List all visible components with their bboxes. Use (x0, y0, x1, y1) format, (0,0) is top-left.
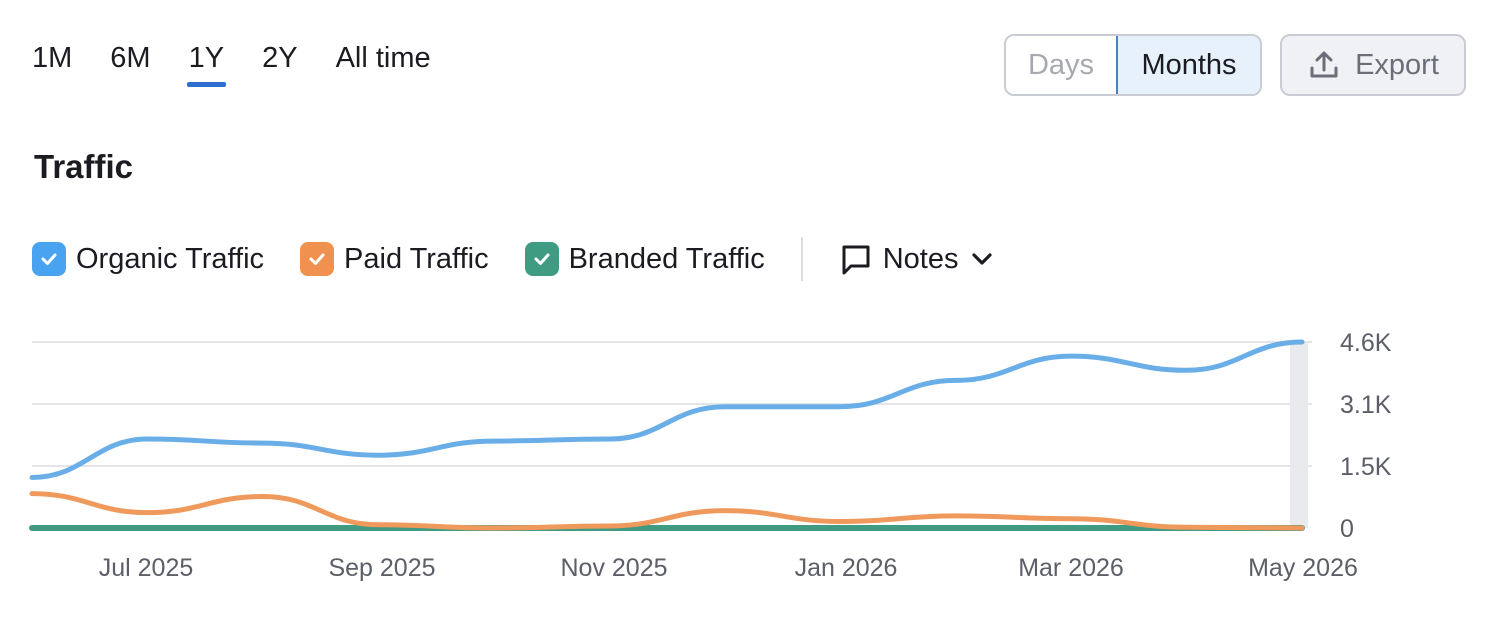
chevron-down-icon (971, 253, 992, 265)
check-icon (309, 253, 325, 265)
chart-title: Traffic (34, 148, 134, 185)
x-tick-label: Mar 2026 (1018, 554, 1124, 582)
y-tick-label: 3.1K (1340, 391, 1392, 419)
export-button[interactable]: Export (1280, 34, 1466, 96)
x-tick-label: Nov 2025 (560, 554, 667, 582)
legend-item-organic[interactable]: Organic Traffic (32, 242, 264, 276)
legend-item-paid[interactable]: Paid Traffic (300, 242, 489, 276)
x-tick-label: Sep 2025 (328, 554, 435, 582)
months-button[interactable]: Months (1116, 36, 1260, 94)
check-icon (41, 253, 57, 265)
checkbox-branded[interactable] (524, 242, 559, 276)
checkbox-organic[interactable] (32, 242, 66, 276)
comment-icon (842, 245, 870, 275)
notes-dropdown[interactable]: Notes (839, 242, 995, 276)
y-tick-label: 4.6K (1340, 329, 1392, 357)
y-tick-label: 1.5K (1340, 453, 1392, 481)
export-label: Export (1355, 48, 1439, 81)
legend-label-paid: Paid Traffic (344, 242, 489, 275)
series-line-organic-traffic (29, 339, 1305, 480)
legend-divider (800, 237, 803, 281)
days-button[interactable]: Days (1027, 48, 1095, 81)
y-tick-label: 0 (1340, 515, 1354, 543)
notes-label: Notes (882, 242, 959, 275)
checkbox-paid[interactable] (300, 242, 335, 276)
period-tab-all-time[interactable]: All time (335, 42, 431, 74)
upload-icon (1310, 51, 1338, 78)
granularity-toggle: Days Months (1004, 34, 1262, 96)
check-icon (534, 253, 550, 265)
period-tabs: 1M 6M 1Y 2Y All time (32, 44, 469, 87)
x-tick-label: Jul 2025 (99, 554, 194, 582)
period-tab-2y[interactable]: 2Y (262, 42, 298, 74)
legend-label-branded: Branded Traffic (568, 242, 765, 275)
period-tab-1y[interactable]: 1Y (186, 44, 227, 87)
period-tab-6m[interactable]: 6M (110, 42, 151, 74)
traffic-chart: 4.6K 3.1K 1.5K 0 Jul 2025 Sep 2025 Nov 2025 Ja… (29, 329, 1392, 582)
x-tick-label: Jan 2026 (795, 554, 898, 582)
legend-item-branded[interactable]: Branded Traffic (524, 242, 765, 276)
hover-column (1290, 342, 1308, 528)
series-line-paid-traffic (29, 491, 1305, 531)
period-tab-1m[interactable]: 1M (32, 42, 73, 74)
legend: Organic Traffic Paid Traffic Branded Tra… (32, 237, 995, 281)
legend-label-organic: Organic Traffic (76, 242, 265, 275)
x-tick-label: May 2026 (1248, 554, 1358, 582)
